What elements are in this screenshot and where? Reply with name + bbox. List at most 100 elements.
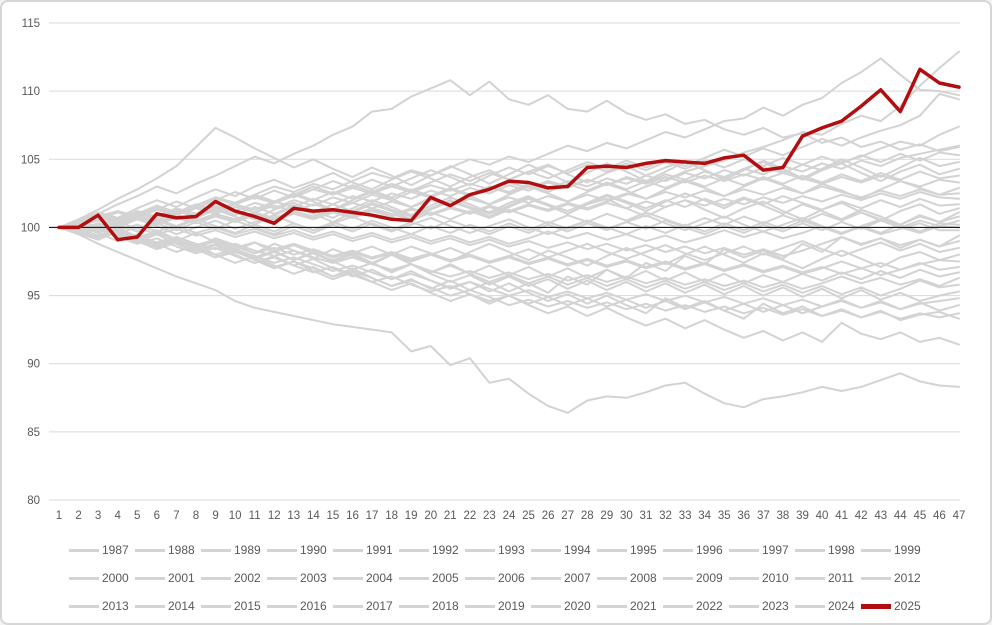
legend-item-1999: 1999 — [861, 543, 927, 557]
legend-item-2022: 2022 — [663, 599, 729, 613]
x-tick-label-16: 16 — [346, 510, 359, 522]
legend-swatch-2011 — [795, 576, 825, 580]
legend-label-2009: 2009 — [696, 571, 723, 585]
x-tick-label-24: 24 — [503, 510, 516, 522]
legend-item-2012: 2012 — [861, 571, 927, 585]
legend-item-1993: 1993 — [465, 543, 531, 557]
series-line-2009 — [58, 225, 960, 257]
legend-label-2013: 2013 — [102, 599, 129, 613]
series-line-1991 — [58, 79, 960, 229]
legend-label-2015: 2015 — [234, 599, 261, 613]
series-line-1995 — [58, 226, 960, 302]
x-tick-label-13: 13 — [287, 510, 300, 522]
series-line-2020 — [58, 226, 960, 275]
legend-row-3: 2013 2014 2015 2016 2017 2018 2019 2020 2021 2022… — [69, 592, 927, 620]
legend-label-1995: 1995 — [630, 543, 657, 557]
legend-item-2008: 2008 — [597, 571, 663, 585]
legend-item-2000: 2000 — [69, 571, 135, 585]
legend-label-2025: 2025 — [894, 599, 921, 613]
x-tick-label-42: 42 — [855, 510, 868, 522]
series-line-2006 — [58, 218, 960, 236]
legend-swatch-2021 — [597, 604, 627, 608]
legend-swatch-1992 — [399, 548, 429, 552]
y-tick-label-100: 100 — [21, 222, 40, 234]
legend-item-2021: 2021 — [597, 599, 663, 613]
legend-label-2021: 2021 — [630, 599, 657, 613]
legend-item-1997: 1997 — [729, 543, 795, 557]
legend-swatch-1987 — [69, 548, 99, 552]
legend-item-2010: 2010 — [729, 571, 795, 585]
legend-label-2012: 2012 — [894, 571, 921, 585]
legend-label-2020: 2020 — [564, 599, 591, 613]
legend-item-2011: 2011 — [795, 571, 861, 585]
y-tick-label-95: 95 — [27, 291, 40, 303]
legend-label-1998: 1998 — [828, 543, 855, 557]
legend-swatch-2015 — [201, 604, 231, 608]
legend-item-2004: 2004 — [333, 571, 399, 585]
legend-row-1: 1987 1988 1989 1990 1991 1992 1993 1994 1995 1996… — [69, 536, 927, 564]
series-line-2011 — [58, 226, 960, 311]
series-line-2014 — [58, 207, 960, 232]
legend-label-1999: 1999 — [894, 543, 921, 557]
x-tick-label-47: 47 — [953, 510, 966, 522]
x-tick-label-25: 25 — [522, 510, 535, 522]
legend-label-1992: 1992 — [432, 543, 459, 557]
x-tick-label-40: 40 — [816, 510, 829, 522]
x-tick-label-2: 2 — [75, 510, 81, 522]
x-tick-label-27: 27 — [561, 510, 574, 522]
legend-swatch-2006 — [465, 576, 495, 580]
legend-swatch-1999 — [861, 548, 891, 552]
legend-item-1990: 1990 — [267, 543, 333, 557]
legend-swatch-1991 — [333, 548, 363, 552]
legend-swatch-2025 — [861, 603, 891, 609]
series-line-2025 — [57, 67, 961, 242]
x-tick-label-4: 4 — [114, 510, 121, 522]
legend-item-2016: 2016 — [267, 599, 333, 613]
x-tick-label-30: 30 — [620, 510, 633, 522]
x-tick-label-23: 23 — [483, 510, 496, 522]
x-tick-label-22: 22 — [463, 510, 476, 522]
legend-item-1996: 1996 — [663, 543, 729, 557]
legend-item-2014: 2014 — [135, 599, 201, 613]
series-line-2024 — [58, 219, 960, 236]
legend-swatch-1998 — [795, 548, 825, 552]
legend-label-2017: 2017 — [366, 599, 393, 613]
legend-label-2014: 2014 — [168, 599, 195, 613]
legend-swatch-2007 — [531, 576, 561, 580]
legend-swatch-1994 — [531, 548, 561, 552]
legend-item-2019: 2019 — [465, 599, 531, 613]
legend-item-2024: 2024 — [795, 599, 861, 613]
legend-swatch-1993 — [465, 548, 495, 552]
legend-label-2010: 2010 — [762, 571, 789, 585]
legend-item-2020: 2020 — [531, 599, 597, 613]
legend-label-1996: 1996 — [696, 543, 723, 557]
legend-swatch-1989 — [201, 548, 231, 552]
legend-label-1991: 1991 — [366, 543, 393, 557]
legend-swatch-1995 — [597, 548, 627, 552]
x-tick-label-19: 19 — [405, 510, 418, 522]
legend-label-2019: 2019 — [498, 599, 525, 613]
x-tick-label-6: 6 — [154, 510, 160, 522]
series-line-2004 — [58, 151, 960, 229]
legend-item-2005: 2005 — [399, 571, 465, 585]
legend-swatch-1990 — [267, 548, 297, 552]
legend-swatch-2000 — [69, 576, 99, 580]
x-tick-label-1: 1 — [56, 510, 62, 522]
x-tick-label-21: 21 — [444, 510, 457, 522]
x-tick-label-28: 28 — [581, 510, 594, 522]
legend-swatch-2024 — [795, 604, 825, 608]
legend-swatch-2016 — [267, 604, 297, 608]
legend-label-1994: 1994 — [564, 543, 591, 557]
y-tick-label-80: 80 — [27, 495, 40, 507]
series-line-2022 — [58, 144, 960, 229]
x-tick-label-14: 14 — [307, 510, 320, 522]
legend-item-2002: 2002 — [201, 571, 267, 585]
legend-item-1992: 1992 — [399, 543, 465, 557]
series-line-2017 — [58, 226, 960, 320]
legend-item-2018: 2018 — [399, 599, 465, 613]
x-tick-label-26: 26 — [542, 510, 555, 522]
y-tick-label-115: 115 — [22, 18, 40, 30]
legend-swatch-1997 — [729, 548, 759, 552]
legend-swatch-2020 — [531, 604, 561, 608]
